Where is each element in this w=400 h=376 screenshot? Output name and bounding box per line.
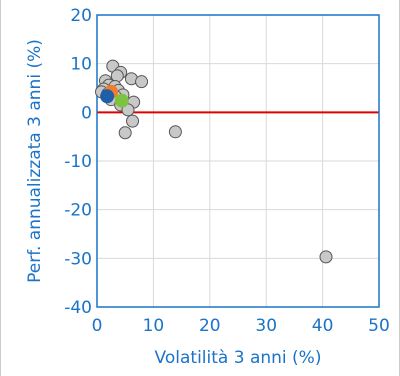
y-tick-label: -40: [64, 298, 92, 318]
highlight-point: [100, 89, 115, 104]
peer-point: [110, 69, 124, 83]
y-tick-label: 10: [70, 55, 92, 75]
plot-frame: [96, 14, 380, 308]
y-tick-label: 20: [70, 6, 92, 26]
y-tick-label: -10: [64, 152, 92, 172]
peer-point: [121, 103, 135, 117]
y-tick-label: -30: [64, 249, 92, 269]
x-axis-title: Volatilità 3 anni (%): [155, 348, 322, 368]
x-tick-label: 20: [199, 316, 221, 336]
peer-point: [168, 125, 182, 139]
x-tick-label: 40: [312, 316, 334, 336]
peer-point: [126, 114, 140, 128]
peer-point: [135, 75, 149, 89]
peer-point: [118, 126, 132, 140]
highlight-point: [114, 93, 129, 108]
y-axis-title: Perf. annualizzata 3 anni (%): [25, 39, 45, 283]
peer-point: [319, 250, 333, 264]
x-tick-label: 50: [368, 316, 390, 336]
grid: [97, 15, 379, 307]
x-tick-label: 30: [255, 316, 277, 336]
y-tick-label: -20: [64, 201, 92, 221]
tick-labels: 0 10 20 30 40 50 -40 -30 -20 -10 0 10 20: [64, 6, 390, 336]
data-points: [95, 59, 333, 264]
y-tick-label: 0: [81, 103, 92, 123]
x-tick-label: 0: [92, 316, 103, 336]
x-tick-label: 10: [143, 316, 165, 336]
